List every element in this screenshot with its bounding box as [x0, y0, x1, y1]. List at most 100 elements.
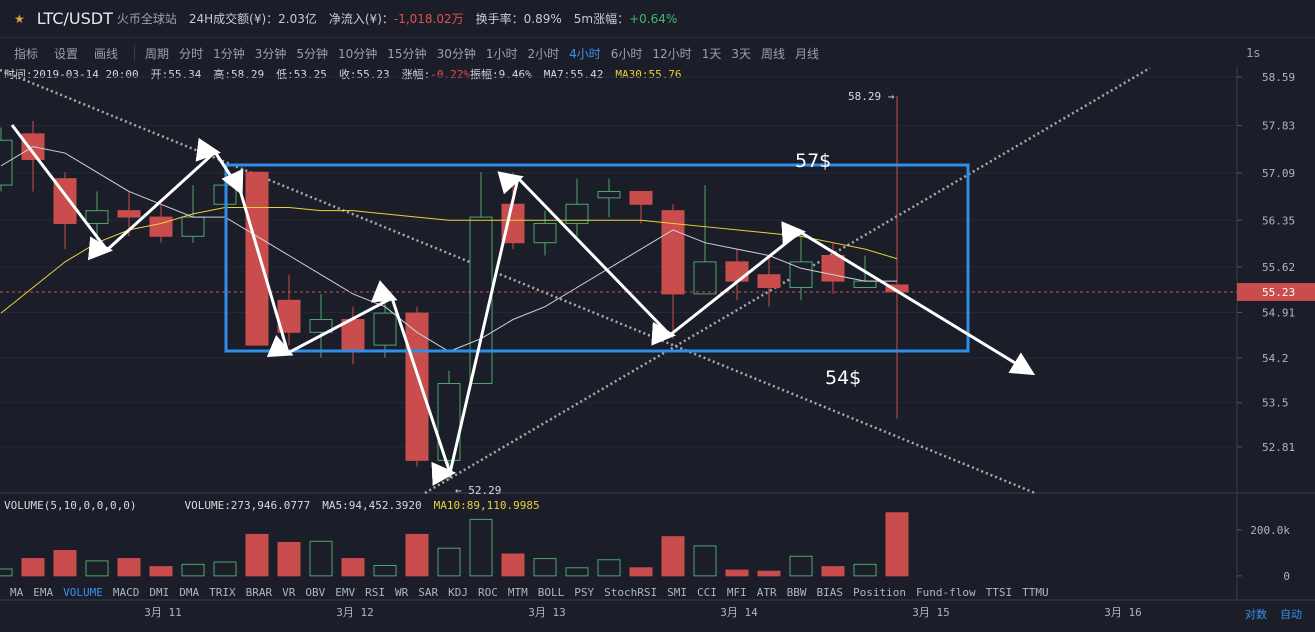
- volume-bar: [629, 567, 653, 577]
- toolbar: 指标 设置 画线 周期 分时 1分钟 3分钟 5分钟 10分钟 15分钟 30分钟 1小时 2小时 4小时…: [0, 40, 1315, 66]
- trend-line: [424, 66, 1151, 495]
- period-button[interactable]: 4小时: [569, 46, 601, 61]
- volume-bar: [469, 518, 493, 577]
- volume-bar: [501, 553, 525, 577]
- volume-bar: [789, 555, 813, 577]
- candle-body: [245, 171, 269, 346]
- indicator-tab[interactable]: RSI: [365, 586, 385, 599]
- info-text: MA7:55.42: [544, 68, 604, 81]
- candle-body: [405, 312, 429, 461]
- indicator-tab[interactable]: SMI: [667, 586, 687, 599]
- volume-bar: [309, 540, 333, 577]
- x-tick-label: 3月 11: [144, 606, 182, 619]
- value: -1,018.02万: [393, 12, 464, 26]
- period-button[interactable]: 3分钟: [254, 46, 287, 61]
- y-tick-label: 57.83: [1262, 120, 1295, 133]
- refresh[interactable]: 1s: [1246, 46, 1260, 60]
- last-price-label: 55.23: [1262, 286, 1295, 299]
- info-text: 振幅:9.46%: [470, 67, 532, 81]
- indicator-tab[interactable]: DMA: [179, 586, 199, 599]
- info-text: 时间:2019-03-14 20:00: [4, 68, 139, 81]
- indicator-tab[interactable]: VR: [282, 586, 296, 599]
- stat: 24H成交额(¥)：2.03亿: [188, 12, 317, 26]
- indicator-tab[interactable]: SAR: [418, 586, 438, 599]
- indicator-tab[interactable]: WR: [395, 586, 409, 599]
- footer-button[interactable]: 自动: [1280, 608, 1302, 621]
- y-tick-label: 58.59: [1262, 71, 1295, 84]
- volume-info: VOLUME:273,946.0777: [184, 499, 310, 512]
- info-text: -0.22%: [430, 68, 470, 81]
- period-button[interactable]: 分时: [179, 46, 204, 61]
- volume-bar: [373, 564, 397, 577]
- indicator-tab[interactable]: ROC: [478, 586, 498, 599]
- volume-bar: [85, 560, 109, 577]
- indicator-tab[interactable]: Fund-flow: [916, 586, 976, 599]
- indicator-tab[interactable]: CCI: [697, 586, 717, 599]
- volume-bar: [853, 563, 877, 577]
- indicator-tab[interactable]: KDJ: [448, 586, 468, 599]
- indicator-tab[interactable]: Position: [853, 586, 906, 599]
- footer-button[interactable]: 对数: [1245, 607, 1267, 621]
- volume-bar: [533, 558, 557, 577]
- indicator-tab[interactable]: OBV: [305, 586, 325, 599]
- indicator-tab[interactable]: EMV: [335, 586, 355, 599]
- period-button[interactable]: 月线: [794, 46, 819, 61]
- tool-button[interactable]: 设置: [54, 46, 79, 61]
- volume-bar: [565, 567, 589, 577]
- stat: 净流入(¥)：-1,018.02万: [329, 10, 464, 27]
- indicator-tab[interactable]: DMI: [149, 586, 169, 599]
- indicator-tab[interactable]: MFI: [727, 586, 747, 599]
- period-button[interactable]: 1天: [701, 46, 722, 61]
- indicator-tab[interactable]: PSY: [574, 586, 594, 599]
- volume-bar: [405, 533, 429, 577]
- indicator-tab[interactable]: MTM: [508, 586, 528, 599]
- volume-bar: [149, 566, 173, 577]
- period-button[interactable]: 1分钟: [213, 46, 245, 61]
- y-tick-label: 55.62: [1262, 261, 1295, 274]
- indicator-tab[interactable]: StochRSI: [604, 586, 657, 599]
- candle-body: [853, 280, 877, 289]
- volume-bar: [21, 558, 45, 577]
- pair: LTC/USDT: [36, 9, 113, 28]
- volume-bar: [437, 547, 461, 577]
- volume-bar: [53, 550, 77, 577]
- indicator-tab[interactable]: MACD: [113, 586, 140, 599]
- indicator-tab[interactable]: BRAR: [246, 586, 273, 599]
- indicator-tab[interactable]: ATR: [757, 586, 777, 599]
- indicator-tab[interactable]: BBW: [787, 586, 807, 599]
- indicator-tab[interactable]: EMA: [33, 586, 53, 599]
- period-button[interactable]: 5分钟: [296, 46, 328, 61]
- star-icon[interactable]: ★: [14, 11, 25, 26]
- indicator-tab[interactable]: TRIX: [209, 586, 236, 599]
- candle-body: [597, 190, 621, 199]
- period-button[interactable]: 6小时: [610, 46, 643, 61]
- period-button[interactable]: 12小时: [652, 46, 692, 61]
- period-button[interactable]: 周线: [760, 46, 785, 61]
- indicator-tab[interactable]: BOLL: [538, 586, 565, 599]
- period-button[interactable]: 15分钟: [387, 46, 427, 61]
- tool-button[interactable]: 指标: [14, 46, 39, 61]
- candle-body: [117, 210, 141, 218]
- volume-bar: [597, 559, 621, 577]
- period-button[interactable]: 3天: [731, 46, 751, 61]
- period-button[interactable]: 1小时: [485, 46, 518, 61]
- period-button[interactable]: 2小时: [527, 46, 560, 61]
- volume-bar: [757, 570, 781, 577]
- volume-info: MA5:94,452.3920: [322, 499, 421, 512]
- indicator-tab[interactable]: BIAS: [816, 586, 843, 599]
- value: +0.64%: [629, 12, 678, 26]
- info-text: 低:53.25: [276, 68, 327, 81]
- period-button[interactable]: 10分钟: [338, 46, 378, 61]
- indicator-tab[interactable]: MA: [10, 586, 24, 599]
- candle-body: [373, 312, 397, 346]
- indicator-tab[interactable]: TTSI: [986, 586, 1013, 599]
- tool-button[interactable]: 画线: [94, 46, 119, 61]
- y-tick-label: 57.09: [1262, 167, 1295, 180]
- volume-bar: [885, 512, 909, 577]
- volume-bar: [661, 536, 685, 577]
- indicator-tab[interactable]: VOLUME: [63, 586, 103, 599]
- low-marker: ← 52.29: [455, 484, 501, 497]
- period-button[interactable]: 30分钟: [436, 46, 476, 61]
- indicator-tab[interactable]: TTMU: [1022, 586, 1049, 599]
